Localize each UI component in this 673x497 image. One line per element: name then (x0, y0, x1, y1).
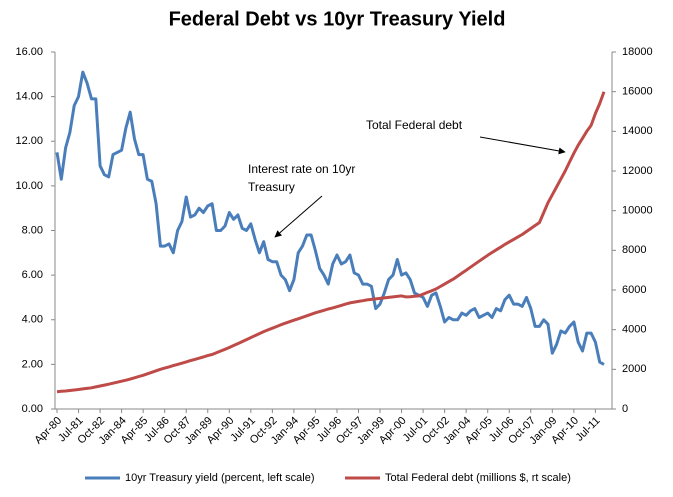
legend-label: Total Federal debt (millions $, rt scale… (385, 472, 571, 484)
legend-label: 10yr Treasury yield (percent, left scale… (125, 472, 315, 484)
y2-tick-label: 8000 (622, 244, 646, 256)
y2-tick-label: 18000 (622, 46, 653, 58)
annotation-arrow (274, 195, 323, 238)
y2-tick-label: 12000 (622, 165, 653, 177)
y2-tick-label: 4000 (622, 324, 646, 336)
series-line (56, 91, 606, 394)
y-tick-label: 16.00 (15, 46, 43, 58)
annotation: Total Federal debt (366, 118, 463, 132)
y-tick-label: 4.00 (22, 314, 43, 326)
chart-title: Federal Debt vs 10yr Treasury Yield (169, 8, 506, 30)
annotation-arrow (479, 136, 566, 155)
y-tick-label: 10.00 (15, 180, 43, 192)
y-tick-label: 8.00 (22, 224, 43, 236)
y-tick-label: 6.00 (22, 269, 43, 281)
x-tick-label: Jul-11 (573, 415, 602, 444)
y2-tick-label: 16000 (622, 86, 653, 98)
y2-tick-label: 6000 (622, 284, 646, 296)
y-tick-label: 14.00 (15, 91, 43, 103)
y-tick-label: 2.00 (22, 358, 43, 370)
y2-tick-label: 10000 (622, 205, 653, 217)
y-tick-label: 12.00 (15, 135, 43, 147)
x-tick-label: Apr-80 (32, 415, 64, 447)
y2-tick-label: 2000 (622, 363, 646, 375)
y2-tick-label: 14000 (622, 125, 653, 137)
y2-tick-label: 0 (622, 403, 628, 415)
annotation: Interest rate on 10yr (248, 162, 355, 176)
series-line (55, 70, 605, 366)
annotation: Treasury (248, 180, 295, 194)
y-tick-label: 0.00 (22, 403, 43, 415)
